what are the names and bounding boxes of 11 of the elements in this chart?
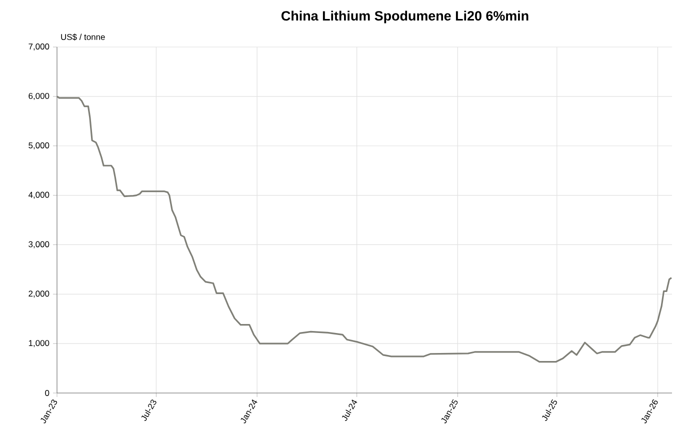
y-tick-label: 0 bbox=[45, 390, 50, 396]
y-tick-label: 2,000 bbox=[28, 290, 50, 298]
y-tick-label: 1,000 bbox=[28, 340, 50, 348]
y-tick-label: 3,000 bbox=[28, 241, 50, 248]
y-tick-label: 6,000 bbox=[28, 92, 50, 100]
y-tick-label: 7,000 bbox=[28, 44, 50, 50]
y-tick-label: 4,000 bbox=[28, 192, 50, 199]
chart-title: China Lithium Spodumene Li20 6%min bbox=[282, 10, 528, 24]
line-series bbox=[56, 96, 672, 363]
y-tick-label: 5,000 bbox=[28, 142, 50, 150]
y-axis-title: US$ / tonne bbox=[61, 34, 105, 40]
